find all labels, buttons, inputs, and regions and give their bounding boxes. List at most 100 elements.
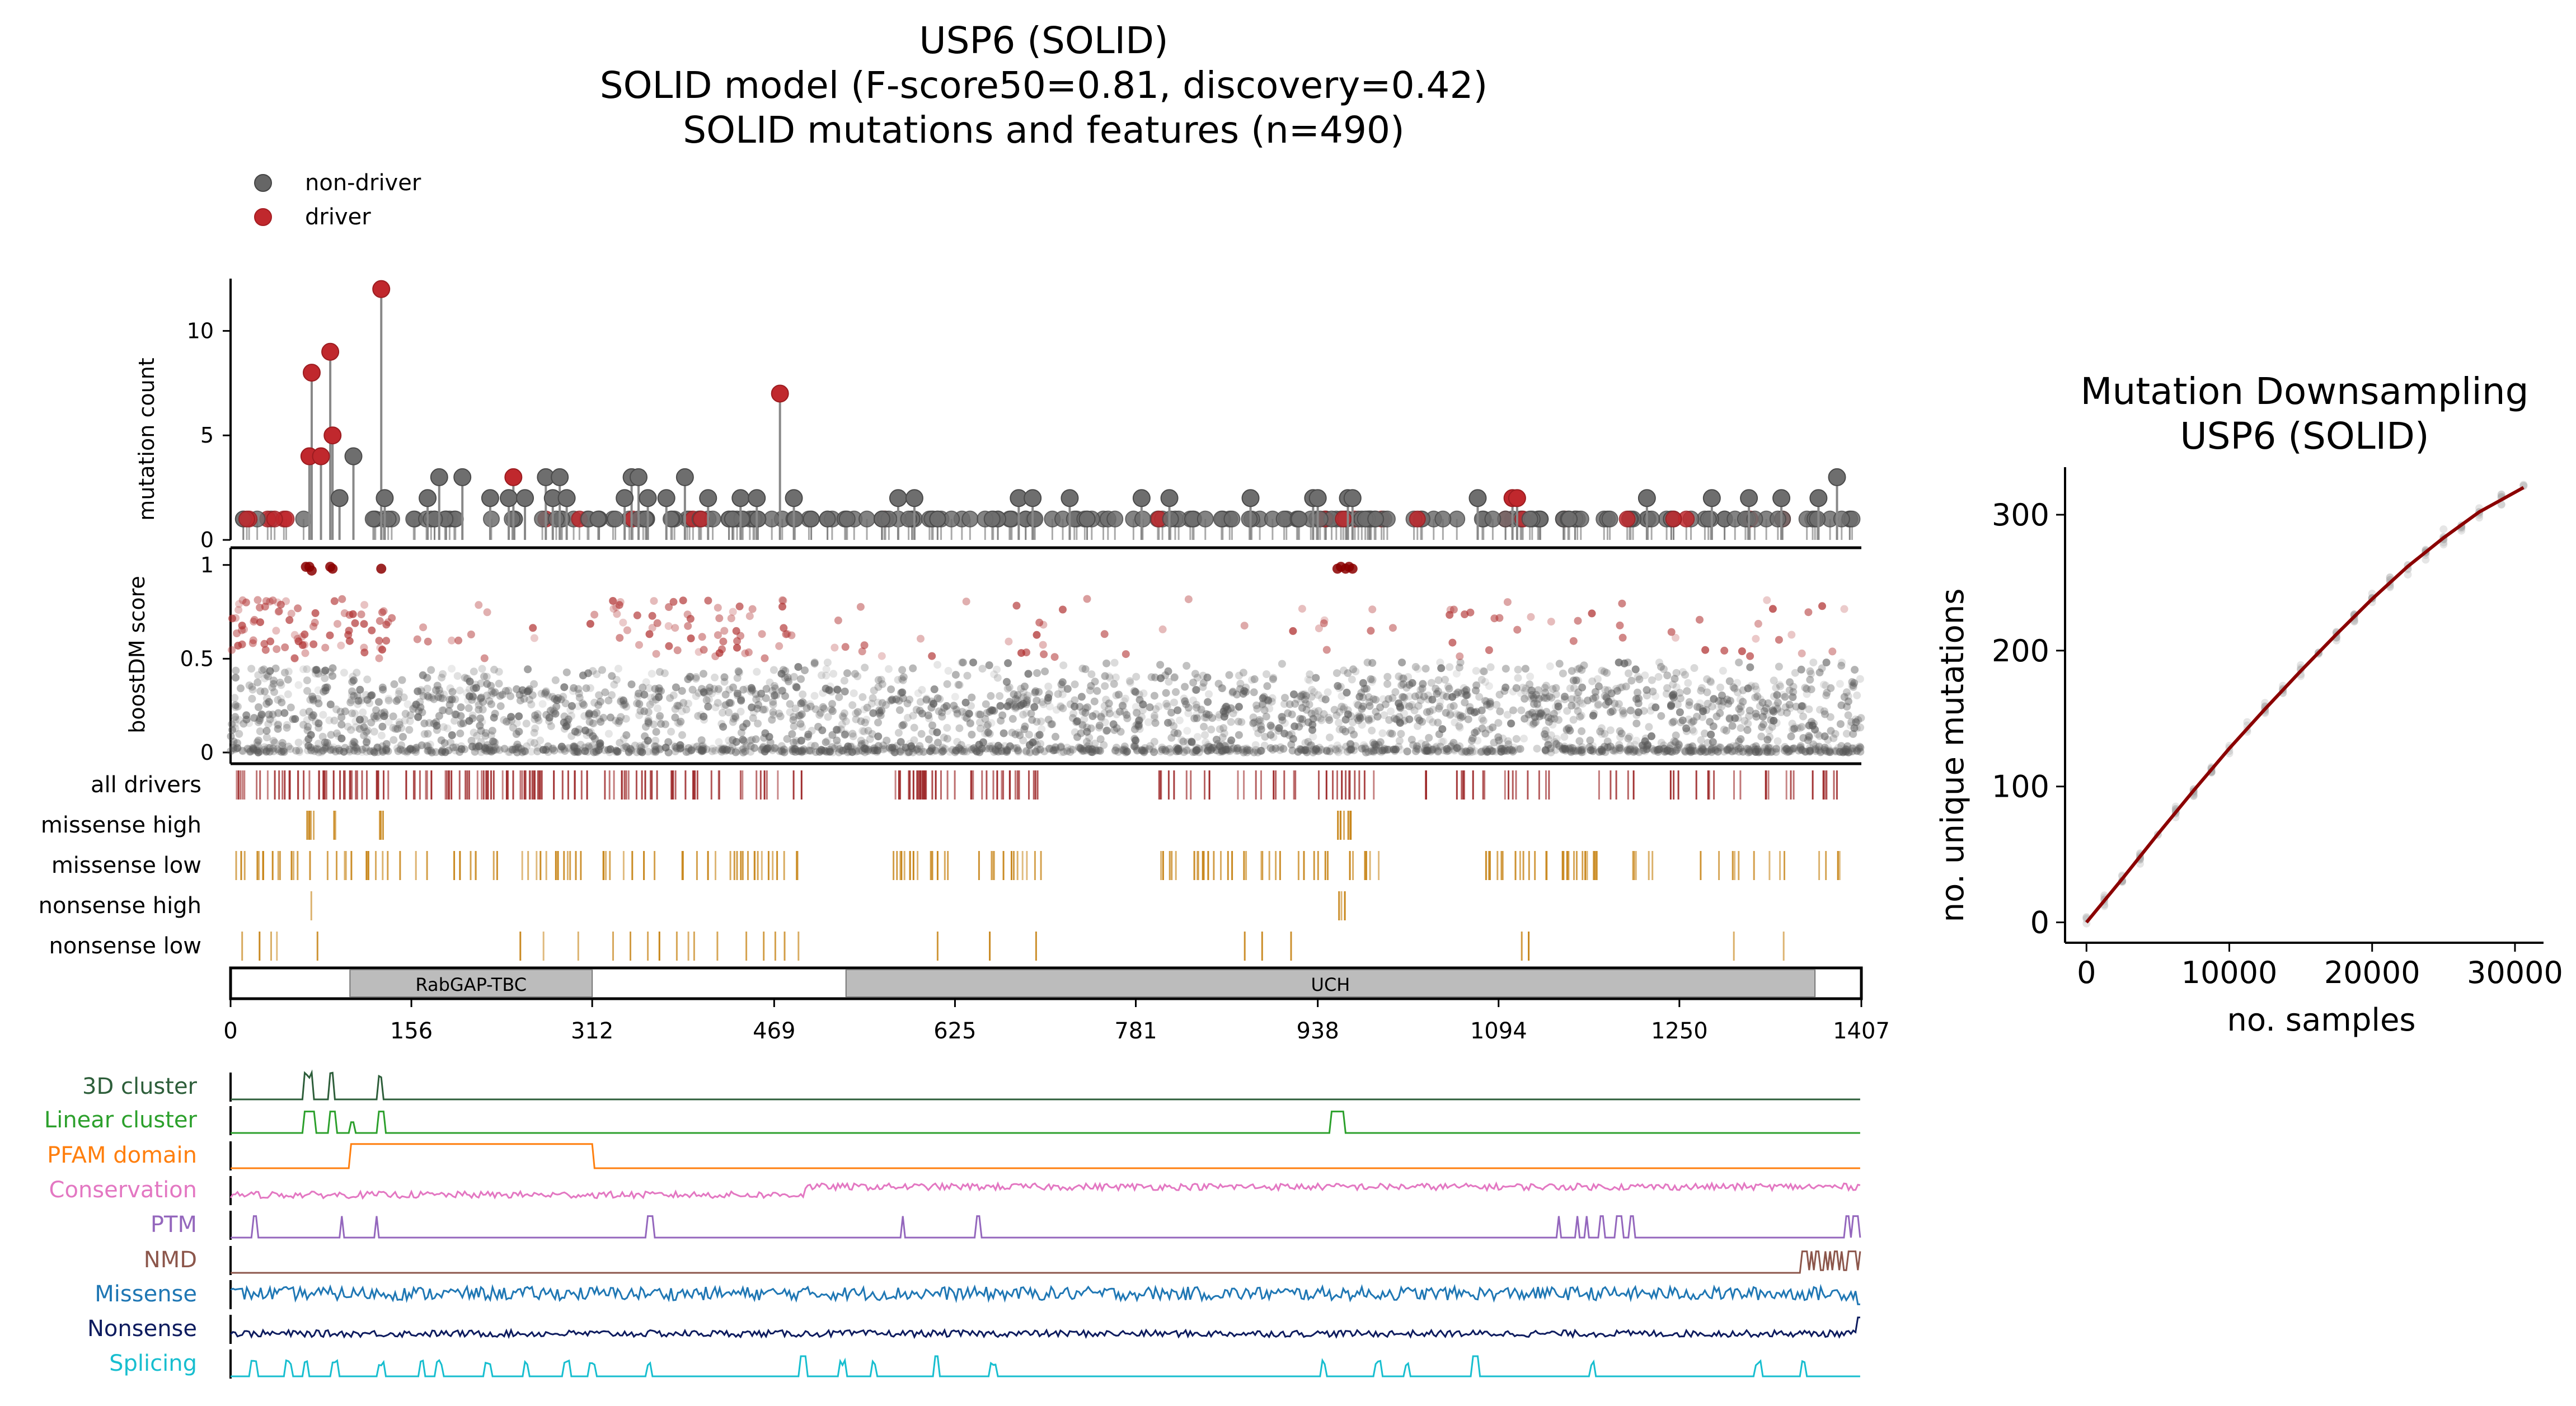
boost-point: [1648, 732, 1655, 740]
boost-point: [1513, 626, 1522, 634]
boost-point: [1669, 717, 1678, 726]
boost-point: [567, 732, 576, 740]
boost-point: [698, 742, 706, 751]
boost-point: [1573, 695, 1582, 703]
boost-point: [848, 730, 857, 738]
boost-point: [1781, 745, 1790, 753]
boost-point: [636, 747, 645, 755]
boost-point: [353, 747, 362, 755]
boost-point: [800, 745, 808, 754]
needle-head: [1448, 510, 1466, 528]
needle-ylabel: mutation count: [134, 358, 159, 520]
boost-point: [1569, 637, 1578, 645]
boost-point: [1265, 704, 1274, 713]
boost-point: [966, 720, 974, 728]
boost-point: [1616, 727, 1624, 735]
boost-point: [1452, 670, 1461, 678]
boost-point: [411, 703, 419, 711]
boost-point: [490, 665, 498, 674]
boost-point: [1034, 732, 1042, 740]
boost-point: [1063, 744, 1071, 752]
boost-point: [754, 720, 762, 728]
needle-head: [321, 342, 340, 361]
boost-point: [1472, 667, 1480, 675]
boost-point: [1436, 659, 1444, 667]
boost-point: [269, 596, 277, 605]
boost-point: [1849, 683, 1857, 691]
boost-point: [852, 715, 860, 723]
boost-point: [571, 727, 579, 736]
boost-point: [314, 670, 322, 678]
boost-point: [928, 748, 936, 756]
boost-point: [416, 698, 424, 706]
boost-point: [761, 654, 769, 662]
boost-point: [1243, 744, 1251, 753]
boost-point: [938, 708, 946, 717]
boost-point: [329, 664, 337, 673]
boost-point: [944, 667, 952, 675]
needle-head: [547, 510, 565, 528]
boost-point: [272, 627, 280, 635]
boost-point: [1486, 663, 1495, 671]
boost-point: [748, 685, 756, 694]
boost-point: [1227, 704, 1235, 712]
boost-point: [1155, 702, 1163, 711]
boost-point: [1751, 745, 1759, 754]
boost-point: [449, 744, 457, 751]
boost-point: [1648, 676, 1656, 684]
boost-point: [1358, 713, 1367, 721]
boost-point: [715, 745, 724, 753]
boost-point: [1454, 711, 1462, 720]
boost-point: [1822, 681, 1830, 690]
boost-point: [520, 747, 528, 755]
boost-point: [1762, 704, 1770, 712]
boost-point: [232, 716, 240, 724]
boost-point: [614, 665, 622, 673]
boost-point: [1668, 718, 1677, 727]
boost-point: [1408, 679, 1416, 687]
boost-point: [796, 720, 805, 728]
boost-point: [777, 742, 786, 750]
boost-point: [819, 703, 827, 711]
boost-point: [761, 746, 769, 754]
boost-point: [849, 732, 857, 741]
boost-point: [277, 747, 285, 756]
boost-point: [593, 670, 601, 678]
boost-point: [1088, 712, 1097, 720]
boost-point: [373, 744, 382, 752]
boost-point: [1226, 747, 1234, 755]
boost-point: [1366, 698, 1373, 706]
boost-point: [1738, 647, 1746, 655]
boost-point: [377, 731, 386, 740]
boost-point: [744, 648, 753, 656]
boost-point: [1782, 745, 1791, 753]
boost-point: [1675, 741, 1683, 749]
boost-point: [601, 688, 609, 697]
boost-point: [419, 623, 428, 632]
boost-point: [507, 713, 515, 721]
boost-point: [254, 736, 262, 745]
boost-point: [394, 747, 402, 755]
boost-point: [1420, 692, 1428, 700]
boost-point: [761, 729, 769, 737]
boost-point: [1639, 746, 1648, 755]
boost-point: [1817, 748, 1824, 756]
boost-point: [355, 697, 363, 705]
boost-point: [413, 743, 421, 751]
boost-point: [395, 690, 403, 698]
boost-point: [604, 730, 613, 738]
boost-point: [1347, 563, 1358, 574]
boost-point: [320, 688, 328, 696]
boost-point: [1048, 720, 1056, 728]
boost-point: [340, 747, 348, 756]
boost-point: [1837, 661, 1846, 670]
boost-point: [472, 684, 480, 692]
boost-point: [349, 740, 356, 748]
boost-point: [446, 684, 454, 693]
needle-head: [1809, 510, 1826, 528]
boost-point: [1203, 713, 1211, 722]
boost-point: [1691, 747, 1700, 755]
boost-point: [860, 706, 868, 714]
boost-point: [1411, 663, 1420, 671]
boost-point: [892, 695, 900, 703]
